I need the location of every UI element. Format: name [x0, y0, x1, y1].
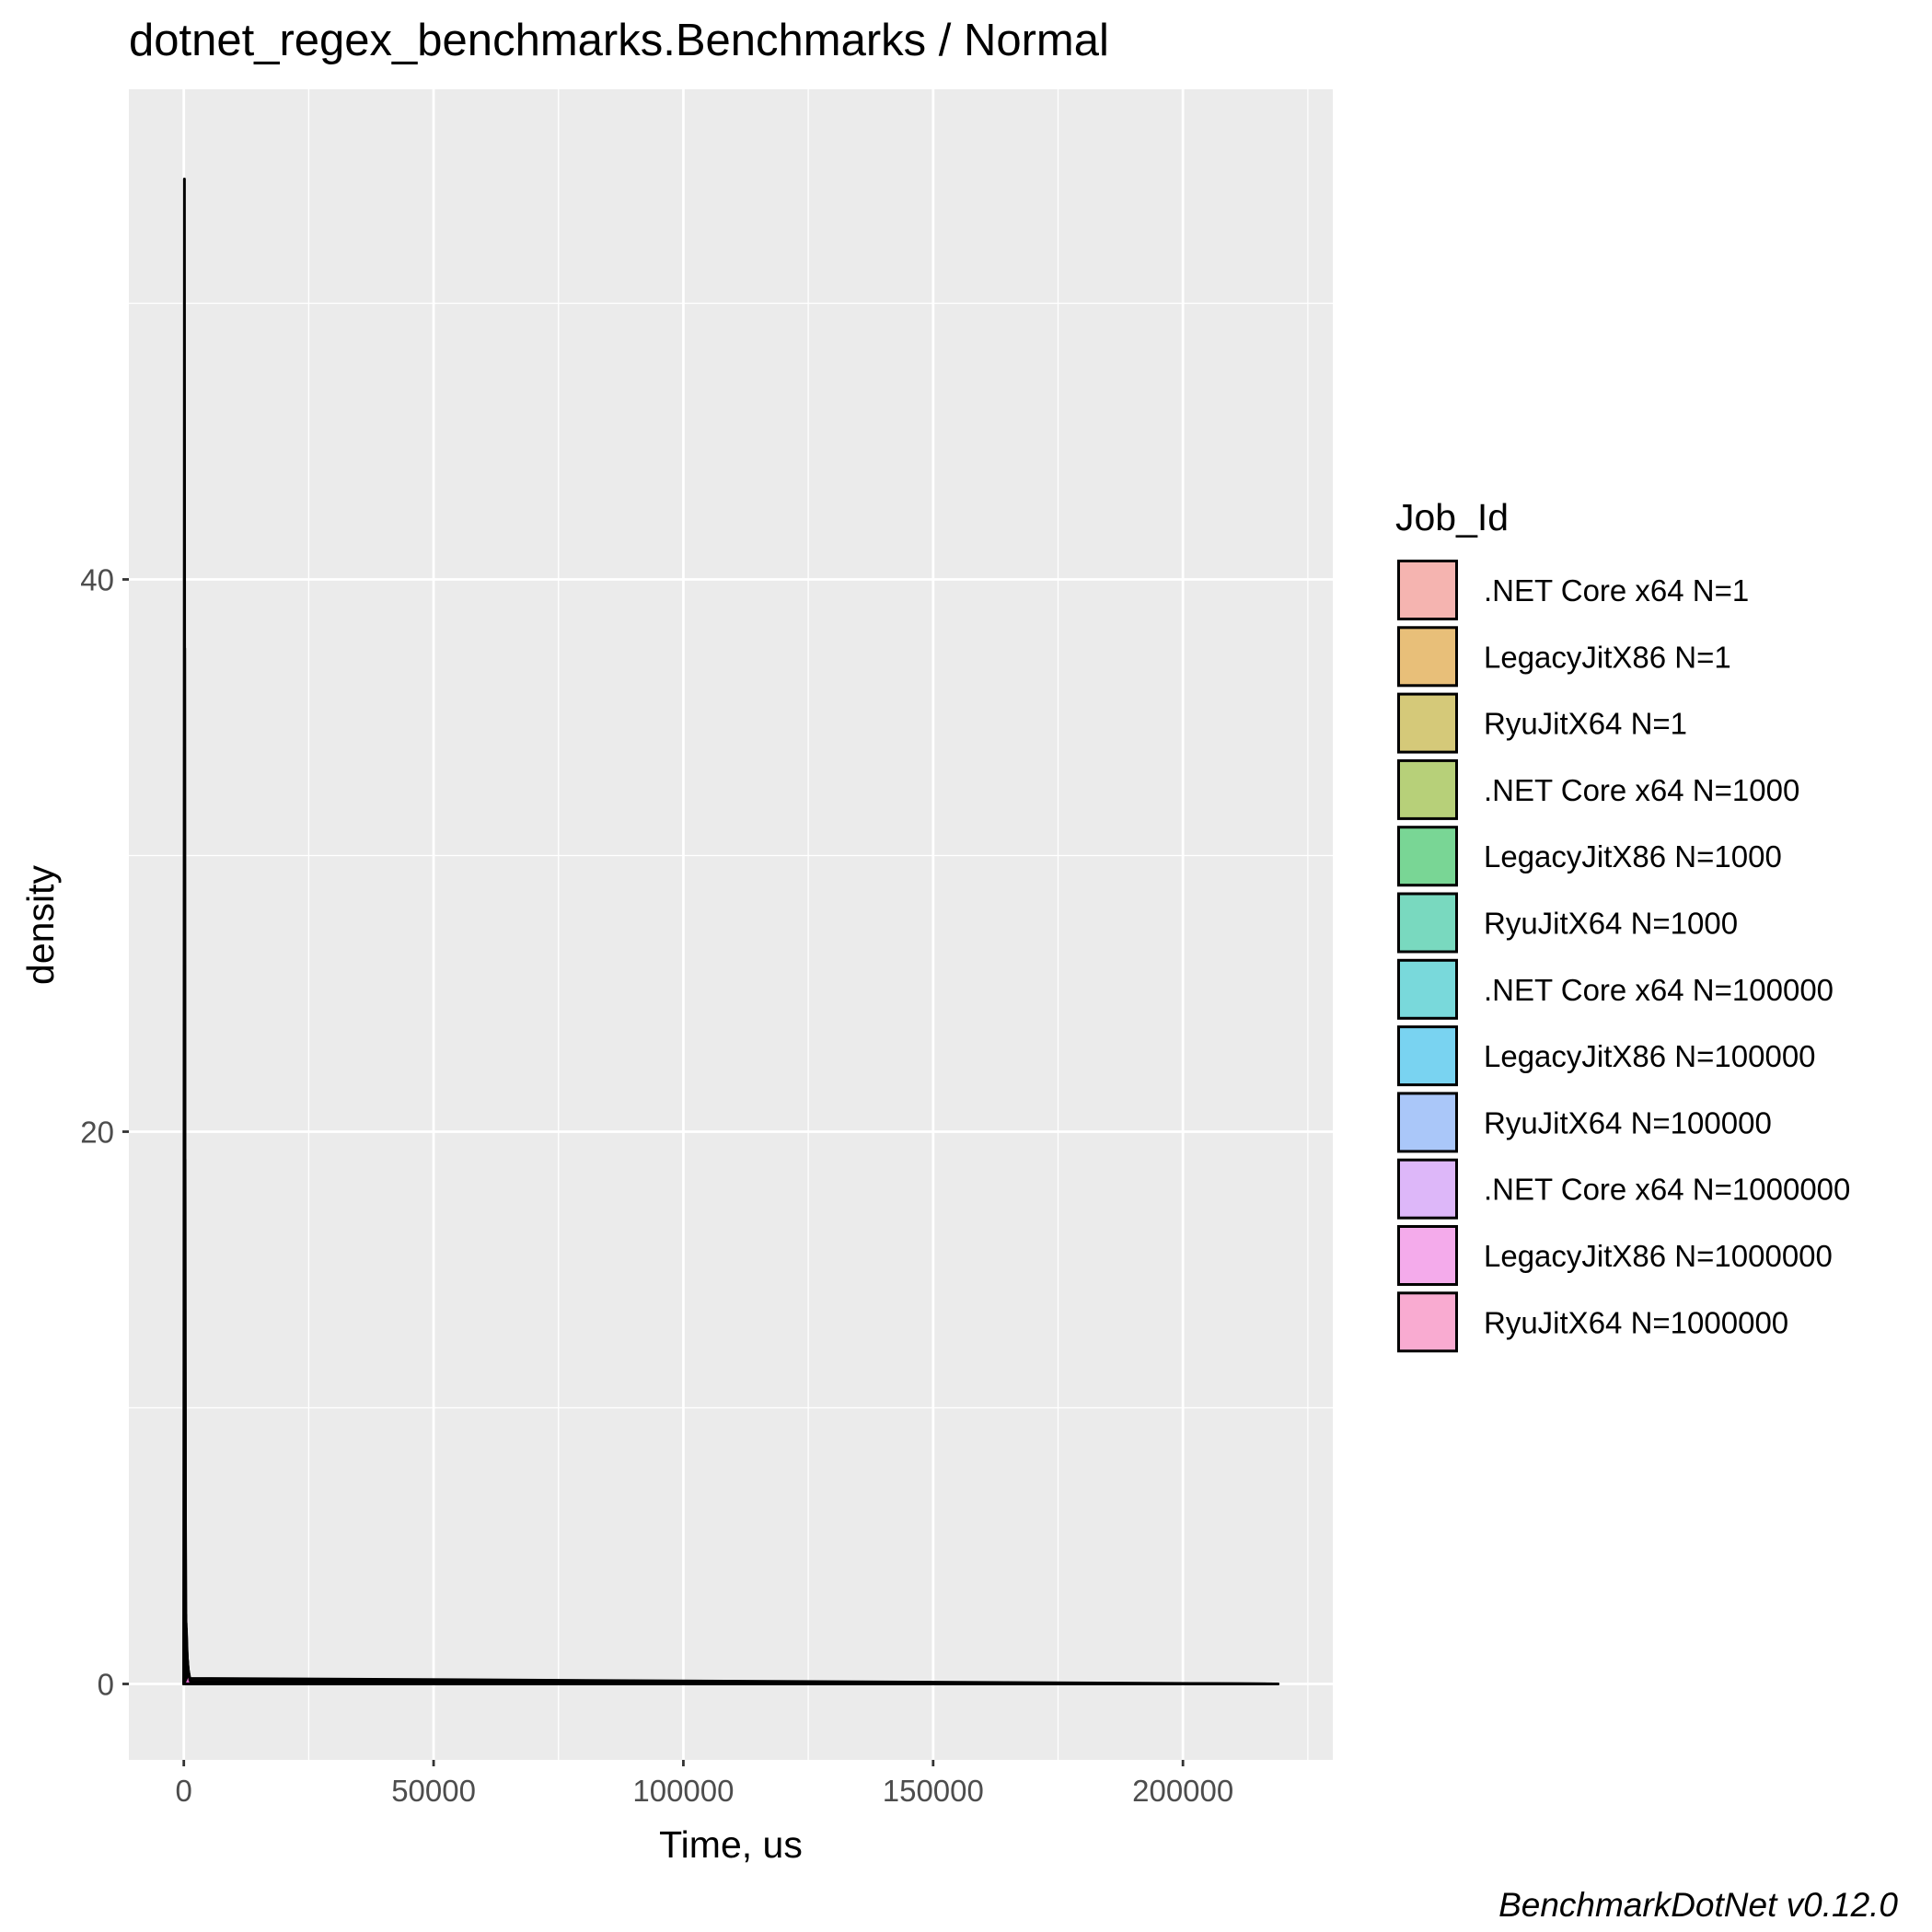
legend-title: Job_Id: [1395, 496, 1509, 538]
legend-label: .NET Core x64 N=1000: [1484, 773, 1799, 807]
legend-key: [1397, 1158, 1458, 1220]
axis-ticks: [122, 578, 1185, 1766]
chart-caption: BenchmarkDotNet v0.12.0: [1498, 1886, 1898, 1924]
chart-title: dotnet_regex_benchmarks.Benchmarks / Nor…: [129, 16, 1109, 65]
legend-label: RyuJitX64 N=100000: [1484, 1105, 1772, 1140]
legend-label: LegacyJitX86 N=1000000: [1484, 1239, 1833, 1273]
x-tick-label: 150000: [883, 1774, 984, 1808]
plot-panel: [129, 89, 1333, 1760]
density-area: [182, 1672, 1279, 1685]
legend-label: .NET Core x64 N=1000000: [1484, 1173, 1850, 1207]
legend-label: .NET Core x64 N=1: [1484, 573, 1749, 607]
density-areas: [182, 178, 1279, 1685]
legend-key: [1397, 958, 1458, 1020]
x-tick-label: 50000: [391, 1774, 476, 1808]
legend-label: RyuJitX64 N=1000: [1484, 907, 1738, 941]
x-axis-title: Time, us: [659, 1823, 803, 1866]
legend-key: [1397, 1291, 1458, 1353]
legend-label: RyuJitX64 N=1: [1484, 707, 1687, 741]
legend-label: LegacyJitX86 N=1000: [1484, 839, 1782, 873]
legend-label: LegacyJitX86 N=1: [1484, 640, 1731, 674]
y-tick-label: 40: [80, 563, 114, 597]
x-tick-label: 0: [176, 1774, 192, 1808]
tick-labels: 0 50000 100000 150000 200000 0 20 40: [80, 563, 1233, 1809]
legend-key: [1397, 892, 1458, 954]
x-tick-label: 200000: [1132, 1774, 1233, 1808]
y-tick-label: 20: [80, 1116, 114, 1150]
legend-key: [1397, 758, 1458, 820]
legend-label: LegacyJitX86 N=100000: [1484, 1039, 1816, 1073]
legend-key: [1397, 826, 1458, 887]
legend-key: [1397, 1225, 1458, 1286]
legend-key: [1397, 1025, 1458, 1087]
legend-key: [1397, 626, 1458, 688]
legend-items: .NET Core x64 N=1 LegacyJitX86 N=1 RyuJitX…: [1397, 560, 1850, 1353]
legend: Job_Id .NET Core x64 N=1 LegacyJitX86 N=1…: [1395, 496, 1850, 1353]
x-tick-label: 100000: [632, 1774, 734, 1808]
legend-key: [1397, 560, 1458, 620]
y-tick-label: 0: [98, 1668, 114, 1702]
grid-minor-lines: [129, 89, 1333, 1760]
y-axis-title: density: [19, 865, 62, 985]
legend-key: [1397, 1092, 1458, 1153]
legend-label: RyuJitX64 N=1000000: [1484, 1305, 1788, 1339]
legend-key: [1397, 692, 1458, 754]
legend-label: .NET Core x64 N=100000: [1484, 973, 1834, 1007]
